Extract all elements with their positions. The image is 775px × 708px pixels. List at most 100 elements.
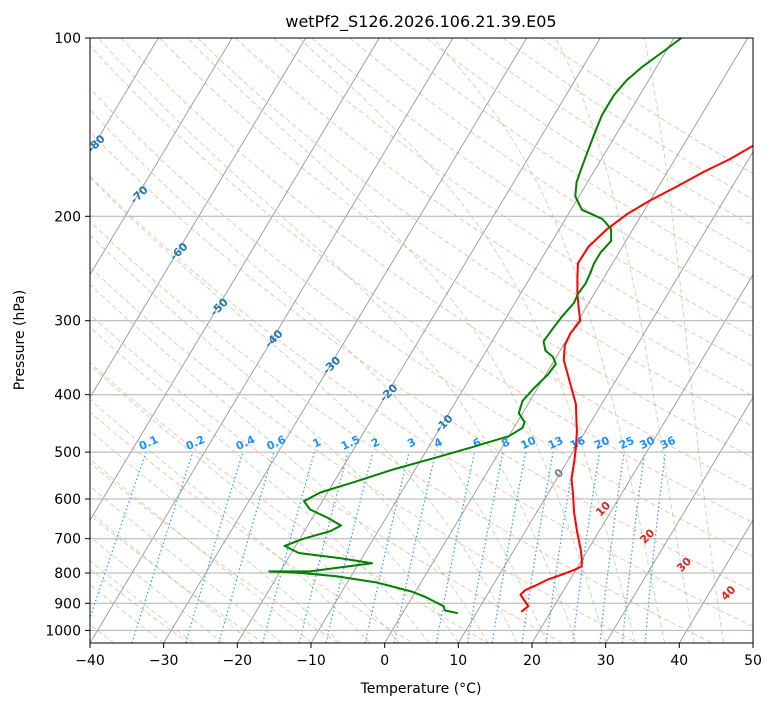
- mixing-ratio-label: 10: [519, 434, 539, 452]
- moist-adiabat-line: [90, 364, 400, 643]
- mixing-ratio-line: [621, 452, 646, 643]
- dewpoint-line: [268, 38, 682, 615]
- moist-adiabat-label: 30: [674, 554, 694, 574]
- dry-adiabat-label: -70: [128, 183, 151, 206]
- mixing-ratio-line: [218, 451, 275, 643]
- mixing-ratio-label: 1.5: [339, 433, 362, 453]
- moist-adiabat-line: [90, 283, 459, 643]
- dry-adiabat-line: [90, 514, 264, 643]
- dry-adiabat-line: [464, 38, 753, 227]
- y-tick-label: 500: [54, 445, 81, 461]
- x-tick-label: 20: [523, 653, 541, 669]
- isotherm-line: [605, 396, 753, 643]
- temperature-line: [519, 144, 753, 613]
- moist-adiabat-label: 40: [718, 583, 738, 603]
- dry-adiabat-line: [502, 38, 753, 201]
- isotherm-line: [236, 38, 601, 643]
- isotherm-line: [90, 38, 159, 153]
- mixing-ratio-line: [545, 452, 576, 643]
- x-tick-label: 40: [670, 653, 688, 669]
- dry-adiabat-label: -80: [85, 132, 108, 155]
- y-tick-label: 1000: [45, 623, 81, 639]
- mixing-ratio-line: [644, 452, 666, 643]
- chart-title: wetPf2_S126.2026.106.21.39.E05: [285, 12, 556, 32]
- x-tick-label: 50: [744, 653, 762, 669]
- dry-adiabat-line: [90, 568, 190, 643]
- moist-adiabat-line: [90, 458, 312, 643]
- dry-adiabat-line: [387, 38, 753, 281]
- dry-adiabat-line: [273, 38, 753, 367]
- isotherm-line: [678, 519, 753, 643]
- isotherm-line: [752, 642, 753, 643]
- mixing-ratio-line: [131, 451, 194, 643]
- dry-adiabat-line: [90, 87, 753, 558]
- mixing-ratio-line: [325, 451, 374, 643]
- y-tick-label: 600: [54, 492, 81, 508]
- moist-adiabat-line: [90, 234, 489, 643]
- isotherm-line: [90, 38, 307, 399]
- x-axis: −40 −30 −20 −10 0 10 20 30 40 50: [75, 643, 762, 669]
- y-tick-label: 200: [54, 209, 81, 225]
- dry-adiabat-line: [90, 220, 712, 643]
- mixing-ratio-label: 0.2: [184, 433, 207, 453]
- x-tick-label: 0: [380, 653, 389, 669]
- mixing-ratio-label: 13: [546, 434, 565, 452]
- moist-adiabat-line: [299, 38, 636, 643]
- moist-adiabat-line: [98, 38, 577, 643]
- mixing-ratio-line: [599, 452, 625, 643]
- moist-adiabat-line: [186, 38, 607, 643]
- isotherm-line: [90, 38, 380, 522]
- y-axis: 1000 900 800 700 600 500 400 300 200 100: [45, 31, 90, 639]
- moist-adiabat-label: 20: [637, 526, 657, 546]
- mixing-ratio-label: 16: [568, 434, 588, 452]
- x-axis-label: Temperature (°C): [360, 681, 482, 697]
- dry-adiabat-label: -100: [0, 40, 17, 69]
- dry-adiabat-line: [90, 313, 563, 643]
- mixing-ratio-label: 1: [311, 435, 323, 450]
- mixing-ratio-line: [185, 451, 244, 643]
- dry-adiabat-line: [311, 38, 753, 338]
- mixing-ratio-line: [521, 451, 554, 643]
- mixing-ratio-line: [298, 451, 349, 643]
- y-tick-label: 100: [54, 31, 81, 47]
- dry-adiabat-line: [90, 361, 488, 643]
- isotherm-line: [531, 273, 753, 643]
- background-lines: [90, 38, 753, 643]
- moist-adiabat-line: [90, 429, 341, 643]
- dry-adiabat-line: [540, 38, 753, 175]
- moist-adiabat-line: [90, 176, 518, 643]
- y-tick-label: 700: [54, 532, 81, 548]
- isotherm-line: [90, 38, 233, 276]
- x-tick-label: 10: [449, 653, 467, 669]
- moist-adiabat-line: [643, 38, 724, 643]
- moist-adiabat-label: 10: [593, 499, 613, 519]
- moist-adiabat-line: [432, 38, 666, 643]
- moist-adiabat-line: [90, 398, 371, 643]
- moist-adiabat-line: [90, 485, 282, 643]
- dry-adiabat-line: [90, 411, 414, 643]
- mixing-ratio-label: 4: [432, 435, 445, 450]
- dry-adiabat-line: [235, 38, 753, 397]
- x-tick-label: −30: [149, 653, 179, 669]
- moist-adiabat-line: [90, 583, 164, 643]
- dry-adiabat-label: -50: [208, 295, 231, 318]
- y-tick-label: 400: [54, 388, 81, 404]
- mixing-ratio-label: 36: [658, 434, 678, 452]
- isotherm-line: [163, 38, 528, 643]
- mixing-ratio-label: 3: [405, 435, 417, 450]
- x-tick-label: −20: [223, 653, 253, 669]
- dry-adiabat-line: [90, 462, 339, 643]
- isotherm-line: [90, 38, 454, 643]
- moist-adiabat-line: [90, 326, 430, 643]
- moist-adiabat-label: 0: [552, 466, 567, 481]
- mixing-ratio-line: [572, 452, 601, 643]
- mixing-ratio-label: 30: [638, 434, 658, 452]
- mixing-ratio-line: [393, 451, 437, 643]
- dry-adiabat-label: -60: [167, 240, 190, 263]
- dry-adiabat-line: [90, 45, 753, 524]
- line-labels: -100-90-80-70-60-50-40-30-20-100.1 0.2 0.4…: [0, 40, 739, 603]
- dry-adiabat-line: [90, 266, 638, 643]
- moist-adiabat-line: [90, 560, 194, 643]
